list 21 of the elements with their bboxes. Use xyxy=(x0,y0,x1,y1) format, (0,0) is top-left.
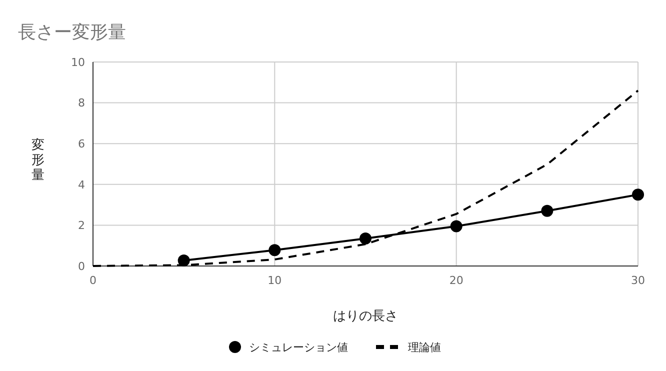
point xyxy=(541,204,554,217)
y-tick-label: 0 xyxy=(78,260,85,273)
point xyxy=(268,244,281,256)
x-tick-label: 0 xyxy=(90,274,96,287)
y-tick-label: 2 xyxy=(78,219,85,232)
y-axis-title: 変形量 xyxy=(32,137,44,183)
x-tick-label: 30 xyxy=(631,274,645,287)
x-tick-label: 10 xyxy=(268,274,282,287)
point xyxy=(360,232,372,244)
legend-label: 理論値 xyxy=(408,340,441,354)
x-axis-title: はりの長さ xyxy=(333,309,398,324)
point xyxy=(450,220,462,232)
y-tick-label: 4 xyxy=(78,178,85,192)
y-tick-label: 10 xyxy=(71,56,85,69)
y-tick-label: 6 xyxy=(78,137,85,150)
point xyxy=(632,188,644,201)
legend-label: シミュレーション値 xyxy=(249,340,348,354)
y-tick-label: 8 xyxy=(78,96,85,110)
x-tick-label: 20 xyxy=(449,274,464,287)
point xyxy=(178,254,190,266)
chart-title: 長さー変形量 xyxy=(18,22,126,43)
